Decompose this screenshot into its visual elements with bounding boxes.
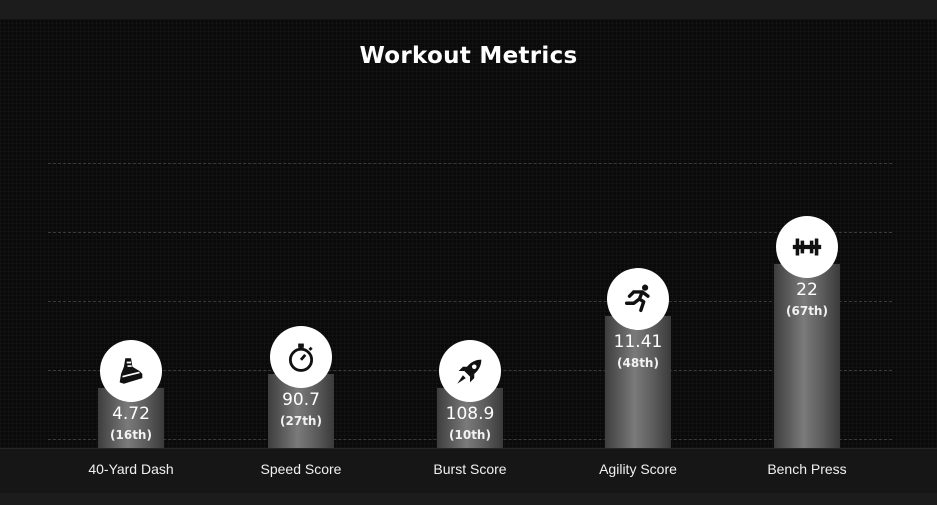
category-tick-label: Agility Score	[599, 461, 677, 477]
data-label-value: 11.41	[613, 332, 663, 352]
data-label-value: 108.9	[445, 404, 495, 424]
running-shoe-icon	[100, 340, 162, 402]
data-label-value: 90.7	[282, 389, 320, 410]
category-tick-label: Speed Score	[260, 461, 342, 477]
category-tick-label: 40-Yard Dash	[88, 461, 174, 477]
rocket-icon	[439, 340, 501, 402]
stopwatch-icon	[270, 325, 332, 388]
gridline	[48, 163, 892, 164]
data-label-percentile: (27th)	[280, 413, 322, 428]
gridline	[48, 301, 892, 302]
data-label-percentile: (10th)	[449, 428, 491, 442]
bar	[605, 316, 671, 448]
category-tick-label: Burst Score	[433, 461, 507, 477]
data-label-value: 4.72	[112, 404, 150, 424]
data-label-percentile: (16th)	[110, 428, 152, 442]
category-axis-band	[0, 448, 937, 493]
data-label-percentile: (48th)	[617, 356, 659, 370]
bar	[774, 263, 840, 448]
barbell-icon	[776, 215, 838, 278]
gridline	[48, 232, 892, 233]
chart-title: Workout Metrics	[359, 43, 578, 69]
data-label-percentile: (67th)	[786, 303, 828, 318]
data-label-value: 22	[796, 279, 818, 300]
sprinter-icon	[607, 268, 669, 330]
category-tick-label: Bench Press	[767, 461, 847, 477]
